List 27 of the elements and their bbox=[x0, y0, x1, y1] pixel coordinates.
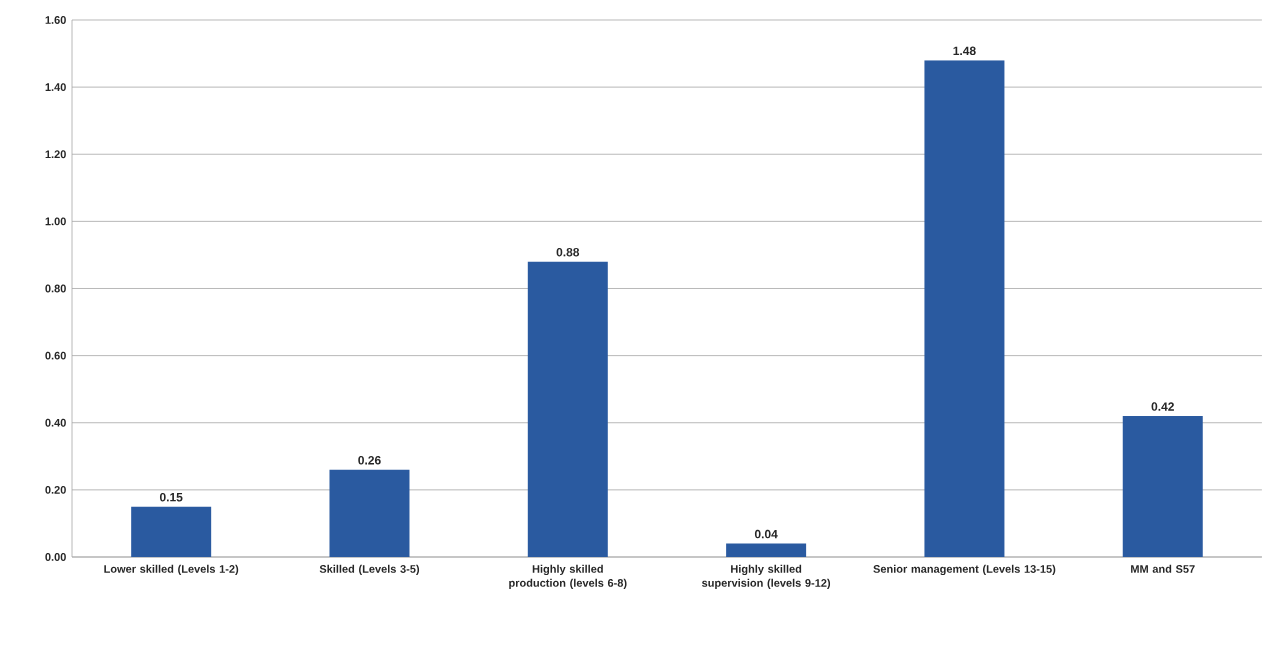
data-label: 0.04 bbox=[754, 529, 778, 539]
y-tick-label: 1.20 bbox=[45, 150, 66, 159]
x-tick-label: Skilled (Levels 3-5) bbox=[319, 564, 420, 576]
x-tick-label: Highly skilled production (levels 6-8) bbox=[509, 564, 627, 590]
y-tick-label: 1.60 bbox=[45, 16, 66, 24]
bar bbox=[329, 469, 410, 557]
y-tick-label: 1.00 bbox=[45, 217, 66, 226]
y-tick-label: 0.20 bbox=[45, 485, 66, 494]
data-label: 0.26 bbox=[358, 456, 381, 465]
data-label: 1.48 bbox=[953, 46, 976, 56]
y-tick-label: 0.60 bbox=[45, 351, 66, 360]
bar bbox=[726, 543, 807, 557]
data-label: 0.88 bbox=[556, 247, 580, 257]
bar bbox=[1122, 416, 1203, 557]
bar bbox=[924, 60, 1005, 557]
x-tick-label: Highly skilled supervision (levels 9-12) bbox=[702, 564, 831, 590]
bar bbox=[527, 261, 608, 557]
bar bbox=[131, 506, 212, 557]
y-tick-label: 0.80 bbox=[45, 284, 66, 293]
x-tick-label: Lower skilled (Levels 1-2) bbox=[104, 564, 239, 576]
y-tick-label: 0.00 bbox=[45, 553, 66, 561]
x-tick-label: MM and S57 bbox=[1131, 564, 1195, 573]
data-label: 0.42 bbox=[1151, 402, 1174, 411]
y-tick-label: 0.40 bbox=[45, 418, 66, 427]
data-label: 0.15 bbox=[159, 492, 183, 502]
x-tick-label: Senior management (Levels 13-15) bbox=[873, 564, 1056, 576]
y-tick-label: 1.40 bbox=[45, 83, 66, 92]
